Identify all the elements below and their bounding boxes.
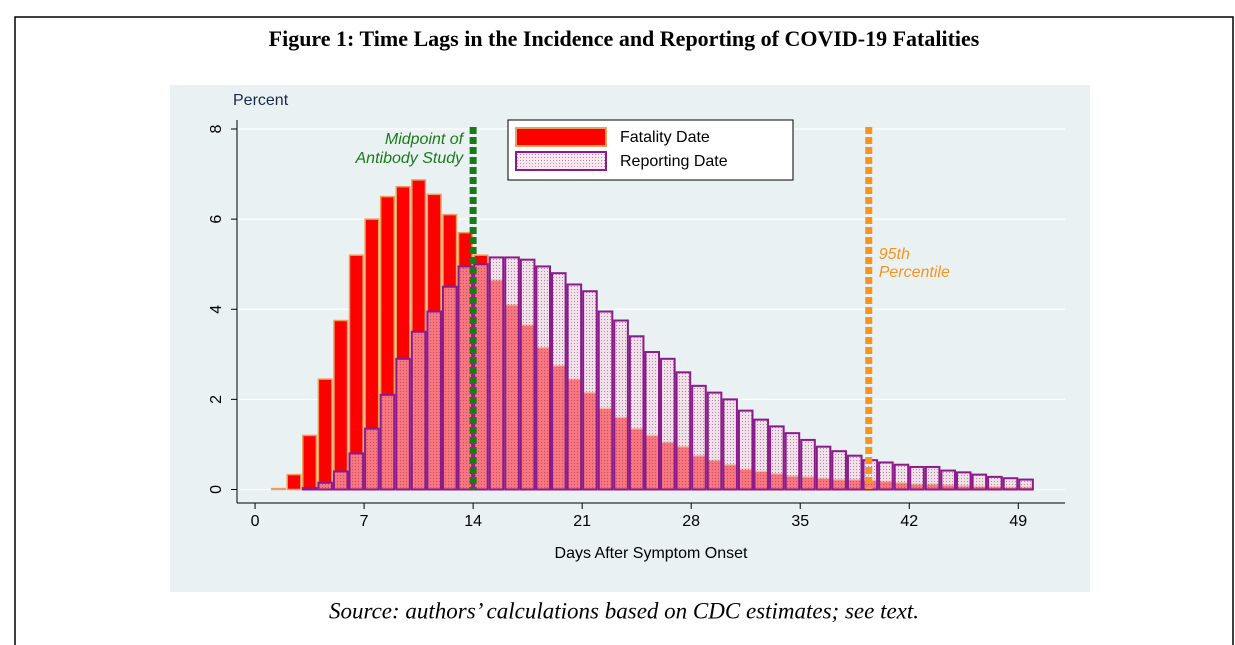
bar (769, 425, 785, 491)
y-tick-label: 6 (208, 215, 225, 224)
x-tick-label: 42 (900, 513, 918, 530)
bar (706, 391, 723, 491)
bar (940, 469, 956, 491)
x-tick-label: 21 (573, 513, 591, 530)
bar (878, 461, 894, 491)
bar (551, 272, 567, 491)
bar (582, 290, 598, 491)
annotation-text: 95th (879, 246, 910, 263)
legend-swatch (515, 151, 607, 171)
bar (410, 330, 427, 491)
x-axis-title: Days After Symptom Onset (555, 545, 749, 562)
annotation-text: Percentile (879, 264, 950, 281)
bar (644, 351, 661, 491)
bar (364, 427, 380, 491)
x-tick-label: 28 (682, 513, 700, 530)
bar (955, 471, 972, 491)
bar (519, 258, 536, 491)
y-tick-label: 2 (208, 395, 225, 404)
bar (302, 434, 318, 491)
bar (691, 384, 707, 491)
y-tick-label: 8 (208, 124, 225, 133)
bar (628, 335, 645, 491)
bar (987, 475, 1003, 491)
bar (831, 450, 847, 491)
bar (753, 418, 770, 491)
bar (566, 283, 583, 491)
bar (488, 256, 505, 491)
legend-swatch (515, 127, 607, 147)
y-axis-title: Percent (233, 92, 289, 109)
annotation-text: Antibody Study (355, 150, 465, 167)
bar (862, 459, 879, 491)
bar (473, 263, 489, 491)
bar (924, 465, 941, 491)
bar (846, 454, 863, 491)
bar (909, 465, 925, 491)
y-tick-label: 0 (208, 485, 225, 494)
bar (333, 319, 349, 491)
legend-label: Reporting Date (620, 153, 728, 170)
bar (613, 319, 629, 491)
bar (286, 473, 302, 491)
bar (441, 285, 458, 491)
bar (1018, 478, 1034, 491)
bar (317, 378, 333, 491)
caption: Source: authors’ calculations based on C… (329, 598, 919, 623)
legend-label: Fatality Date (620, 129, 710, 146)
bar (426, 310, 442, 491)
x-tick-label: 0 (251, 513, 260, 530)
bar (301, 487, 318, 491)
bar (737, 409, 754, 491)
y-tick-label: 4 (208, 305, 225, 314)
bar (722, 398, 738, 491)
x-tick-label: 7 (360, 513, 369, 530)
bar (971, 473, 988, 491)
x-tick-label: 35 (791, 513, 809, 530)
x-tick-label: 14 (464, 513, 482, 530)
bar (395, 357, 411, 491)
bar (597, 310, 614, 491)
bar (1002, 477, 1019, 491)
bar (815, 445, 832, 491)
bar (660, 357, 676, 491)
bar (332, 470, 349, 491)
x-tick-label: 49 (1009, 513, 1027, 530)
bar (504, 256, 520, 491)
bar (535, 265, 552, 491)
frame (14, 16, 1234, 645)
annotation-text: Midpoint of (385, 131, 465, 148)
bar (270, 487, 286, 491)
bar (348, 452, 365, 491)
bar (784, 432, 801, 491)
bar (379, 393, 396, 491)
bar (800, 438, 816, 491)
bar (675, 371, 692, 491)
bar (317, 481, 333, 491)
chart-title: Figure 1: Time Lags in the Incidence and… (269, 26, 980, 51)
bar (893, 463, 910, 491)
